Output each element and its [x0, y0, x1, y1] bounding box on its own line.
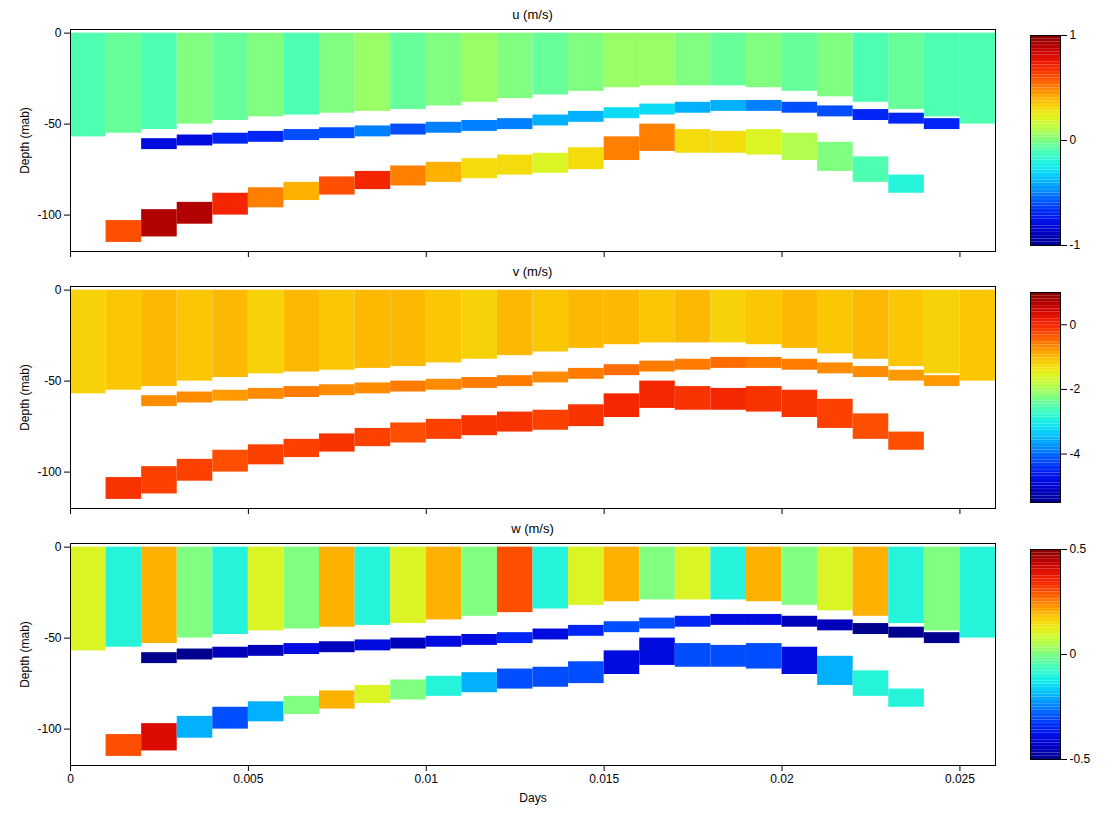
- svg-text:Depth (mab): Depth (mab): [18, 364, 32, 431]
- svg-text:Depth (mab): Depth (mab): [18, 107, 32, 174]
- html-text:w (m/s): w (m/s): [511, 521, 554, 536]
- svg-text:0.005: 0.005: [233, 772, 263, 786]
- svg-text:-4: -4: [1070, 447, 1081, 461]
- svg-text:-2: -2: [1070, 382, 1081, 396]
- svg-text:-100: -100: [37, 208, 61, 222]
- svg-text:0.015: 0.015: [589, 772, 619, 786]
- svg-text:-100: -100: [37, 465, 61, 479]
- svg-text:1: 1: [1070, 28, 1077, 42]
- svg-text:-50: -50: [44, 631, 62, 645]
- svg-text:-100: -100: [37, 722, 61, 736]
- svg-text:0: 0: [55, 540, 62, 554]
- html-text:u (m/s): u (m/s): [512, 7, 553, 22]
- svg-text:0: 0: [55, 26, 62, 40]
- svg-text:-1: -1: [1070, 238, 1081, 252]
- svg-text:Days: Days: [519, 791, 546, 805]
- svg-text:-0.5: -0.5: [1070, 752, 1091, 766]
- svg-text:0: 0: [1070, 133, 1077, 147]
- svg-text:0: 0: [67, 772, 74, 786]
- svg-text:0.5: 0.5: [1070, 542, 1087, 556]
- svg-text:-50: -50: [44, 117, 62, 131]
- svg-text:0.01: 0.01: [415, 772, 439, 786]
- svg-text:0.025: 0.025: [945, 772, 975, 786]
- svg-text:0: 0: [1070, 647, 1077, 661]
- svg-text:0: 0: [1070, 318, 1077, 332]
- svg-text:Depth (mab): Depth (mab): [18, 621, 32, 688]
- html-text:v (m/s): v (m/s): [512, 264, 553, 279]
- svg-text:0: 0: [55, 283, 62, 297]
- svg-text:-50: -50: [44, 374, 62, 388]
- svg-text:0.02: 0.02: [770, 772, 794, 786]
